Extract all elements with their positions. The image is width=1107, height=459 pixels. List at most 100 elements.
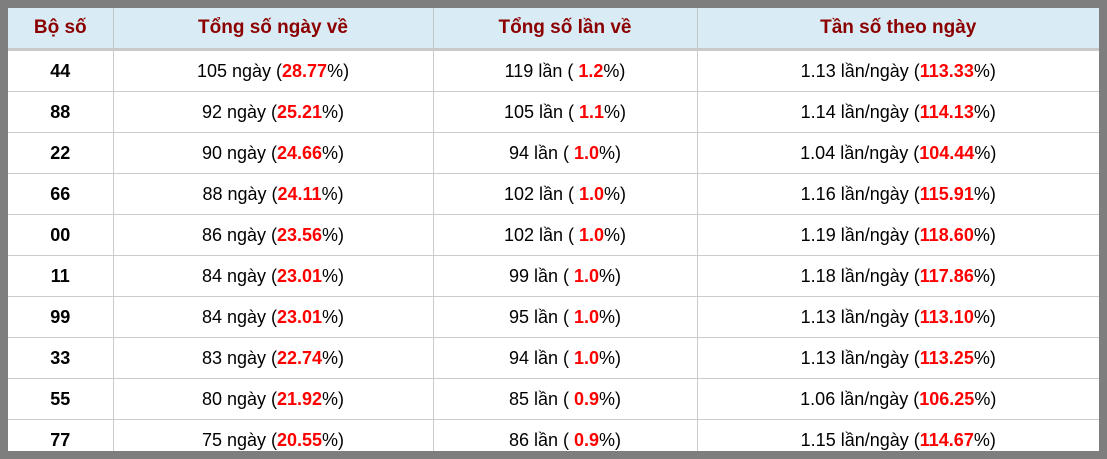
table-body: 44 105 ngày (28.77%) 119 lần ( 1.2%) 1.1… (8, 49, 1099, 451)
days-value: 88 ngày (202, 183, 267, 204)
pair-value: 99 (50, 306, 71, 327)
frequency-percent: 113.33 (919, 60, 974, 81)
header-daily-frequency: Tần số theo ngày (696, 8, 1099, 51)
frequency-value: 1.13 lần/ngày (800, 347, 909, 368)
times-percent: 1.1 (574, 101, 605, 122)
pair-cell: 22 (8, 132, 113, 174)
daily-frequency-cell: 1.16 lần/ngày (115.91%) (696, 173, 1099, 215)
pair-value: 44 (50, 60, 71, 81)
daily-frequency-cell: 1.14 lần/ngày (114.13%) (696, 91, 1099, 133)
table-row: 11 84 ngày (23.01%) 99 lần ( 1.0%) 1.18 … (8, 255, 1099, 297)
frequency-percent: 106.25 (919, 388, 975, 409)
frequency-percent: 115.91 (919, 183, 974, 204)
pair-cell: 00 (8, 214, 113, 256)
times-percent: 1.0 (569, 306, 600, 327)
daily-frequency-cell: 1.06 lần/ngày (106.25%) (696, 378, 1099, 420)
daily-frequency-cell: 1.19 lần/ngày (118.60%) (696, 214, 1099, 256)
table-row: 44 105 ngày (28.77%) 119 lần ( 1.2%) 1.1… (8, 49, 1099, 92)
pair-cell: 11 (8, 255, 113, 297)
days-value: 84 ngày (201, 306, 266, 327)
table-row: 22 90 ngày (24.66%) 94 lần ( 1.0%) 1.04 … (8, 132, 1099, 174)
frequency-value: 1.13 lần/ngày (800, 60, 909, 81)
days-percent: 25.21 (277, 101, 323, 122)
header-pair: Bộ số (8, 8, 113, 51)
total-days-cell: 83 ngày (22.74%) (112, 337, 433, 379)
frequency-percent: 114.13 (919, 101, 974, 122)
pair-cell: 55 (8, 378, 113, 420)
frequency-percent: 114.67 (919, 429, 974, 450)
pair-value: 00 (50, 224, 71, 245)
days-value: 83 ngày (201, 347, 266, 368)
times-value: 94 lần (508, 347, 558, 368)
days-value: 84 ngày (201, 265, 266, 286)
days-value: 80 ngày (201, 388, 266, 409)
times-value: 119 lần (504, 60, 563, 81)
frequency-percent: 113.10 (919, 306, 974, 327)
times-value: 102 lần (503, 183, 564, 204)
times-percent: 1.0 (569, 265, 600, 286)
pair-cell: 44 (8, 49, 113, 92)
frequency-percent: 117.86 (919, 265, 974, 286)
frequency-value: 1.06 lần/ngày (800, 388, 909, 409)
frequency-percent: 113.25 (919, 347, 974, 368)
table-row: 99 84 ngày (23.01%) 95 lần ( 1.0%) 1.13 … (8, 296, 1099, 338)
times-percent: 0.9 (569, 429, 600, 450)
total-days-cell: 84 ngày (23.01%) (112, 255, 433, 297)
daily-frequency-cell: 1.04 lần/ngày (104.44%) (696, 132, 1099, 174)
total-times-cell: 102 lần ( 1.0%) (432, 214, 697, 256)
pair-value: 66 (50, 183, 71, 204)
total-times-cell: 85 lần ( 0.9%) (432, 378, 697, 420)
times-value: 94 lần (508, 142, 558, 163)
total-times-cell: 94 lần ( 1.0%) (432, 132, 697, 174)
days-percent: 20.55 (277, 429, 323, 450)
pair-cell: 77 (8, 419, 113, 451)
total-days-cell: 88 ngày (24.11%) (112, 173, 433, 215)
table-row: 00 86 ngày (23.56%) 102 lần ( 1.0%) 1.19… (8, 214, 1099, 256)
table-row: 77 75 ngày (20.55%) 86 lần ( 0.9%) 1.15 … (8, 419, 1099, 451)
frequency-value: 1.14 lần/ngày (800, 101, 909, 122)
times-value: 102 lần (503, 224, 564, 245)
frequency-percent: 104.44 (919, 142, 975, 163)
days-percent: 28.77 (282, 60, 328, 81)
days-value: 90 ngày (201, 142, 266, 163)
times-value: 105 lần (503, 101, 564, 122)
total-days-cell: 75 ngày (20.55%) (112, 419, 433, 451)
daily-frequency-cell: 1.15 lần/ngày (114.67%) (696, 419, 1099, 451)
total-times-cell: 99 lần ( 1.0%) (432, 255, 697, 297)
days-percent: 21.92 (277, 388, 323, 409)
days-value: 75 ngày (201, 429, 266, 450)
header-row: Bộ số Tổng số ngày về Tổng số lần về Tần… (8, 8, 1099, 51)
times-percent: 1.0 (574, 183, 605, 204)
days-value: 86 ngày (201, 224, 266, 245)
total-times-cell: 105 lần ( 1.1%) (432, 91, 697, 133)
table-row: 33 83 ngày (22.74%) 94 lần ( 1.0%) 1.13 … (8, 337, 1099, 379)
total-times-cell: 94 lần ( 1.0%) (432, 337, 697, 379)
total-times-cell: 119 lần ( 1.2%) (432, 49, 697, 92)
days-value: 105 ngày (196, 60, 272, 81)
table-row: 88 92 ngày (25.21%) 105 lần ( 1.1%) 1.14… (8, 91, 1099, 133)
daily-frequency-cell: 1.13 lần/ngày (113.33%) (696, 49, 1099, 92)
frequency-value: 1.18 lần/ngày (800, 265, 909, 286)
table-header: Bộ số Tổng số ngày về Tổng số lần về Tần… (8, 8, 1099, 51)
days-percent: 23.56 (277, 224, 323, 245)
frequency-percent: 118.60 (919, 224, 974, 245)
total-times-cell: 86 lần ( 0.9%) (432, 419, 697, 451)
table-row: 66 88 ngày (24.11%) 102 lần ( 1.0%) 1.16… (8, 173, 1099, 215)
total-days-cell: 86 ngày (23.56%) (112, 214, 433, 256)
daily-frequency-cell: 1.13 lần/ngày (113.10%) (696, 296, 1099, 338)
pair-cell: 33 (8, 337, 113, 379)
total-days-cell: 92 ngày (25.21%) (112, 91, 433, 133)
times-value: 86 lần (508, 429, 558, 450)
frequency-value: 1.19 lần/ngày (800, 224, 909, 245)
frequency-value: 1.04 lần/ngày (800, 142, 909, 163)
days-percent: 23.01 (277, 265, 323, 286)
times-percent: 1.2 (573, 60, 604, 81)
times-percent: 1.0 (569, 142, 600, 163)
pair-value: 33 (50, 347, 71, 368)
pair-cell: 88 (8, 91, 113, 133)
daily-frequency-cell: 1.13 lần/ngày (113.25%) (696, 337, 1099, 379)
pair-cell: 66 (8, 173, 113, 215)
times-percent: 1.0 (569, 347, 600, 368)
frequency-stats-table: Bộ số Tổng số ngày về Tổng số lần về Tần… (8, 8, 1099, 451)
